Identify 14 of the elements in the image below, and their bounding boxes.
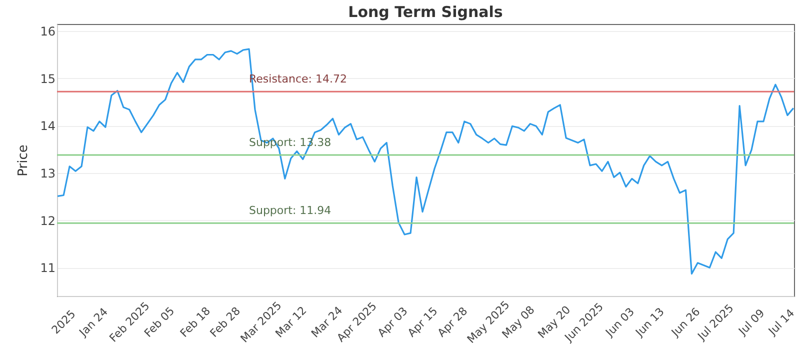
y-tick-label: 14 (40, 119, 56, 134)
ref-line-label: Support: 11.94 (249, 204, 332, 218)
x-tick-label: Apr 03 (375, 304, 410, 340)
x-tick-label: Jul 14 (765, 306, 798, 338)
x-tick-label: Jan 24 (76, 305, 110, 340)
y-tick-label: 13 (40, 166, 56, 181)
chart-title: Long Term Signals (348, 3, 503, 21)
line-series (56, 48, 794, 275)
x-tick-label: Jul 09 (735, 306, 768, 338)
y-tick-label: 16 (40, 24, 56, 39)
y-tick-label: 15 (40, 72, 56, 86)
y-axis-title: Price (16, 144, 32, 176)
y-tick-label: 12 (40, 214, 56, 228)
y-tick-label: 11 (40, 261, 56, 276)
